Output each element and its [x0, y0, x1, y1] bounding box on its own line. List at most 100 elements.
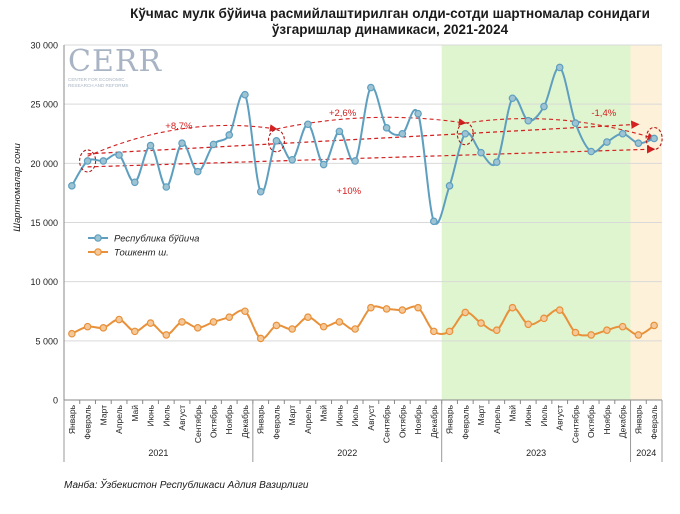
- data-point: [477, 148, 485, 157]
- data-point: [272, 321, 281, 330]
- annotation-label: +8,7%: [165, 121, 193, 132]
- legend-marker: [94, 248, 102, 256]
- x-tick-label: Февраль: [271, 404, 281, 439]
- x-tick-label: Сентябрь: [382, 404, 392, 443]
- annotation-arrow-0: [87, 124, 278, 157]
- data-point: [178, 318, 186, 326]
- x-tick-label: Октябрь: [397, 404, 407, 438]
- x-tick-label: Январь: [67, 404, 77, 434]
- data-point: [319, 322, 328, 331]
- y-axis-title: Шартномалар сони: [12, 143, 23, 232]
- data-point: [225, 313, 234, 321]
- data-point: [492, 326, 501, 334]
- data-point: [398, 129, 407, 138]
- data-point: [477, 319, 485, 327]
- data-point: [461, 129, 470, 138]
- data-point: [508, 303, 517, 312]
- x-tick-label: Июнь: [334, 404, 344, 426]
- logo-subtitle: Center for Economic Research and Reforms: [68, 77, 129, 88]
- circled-point: [79, 149, 97, 173]
- x-tick-label: Октябрь: [209, 404, 219, 438]
- data-point: [193, 167, 202, 176]
- y-tick-label: 25 000: [30, 100, 58, 110]
- circled-point: [456, 122, 474, 146]
- annotation-arrow-2: [465, 118, 656, 141]
- series-line-0: [71, 66, 655, 225]
- data-point: [115, 151, 123, 159]
- x-tick-label: Июль: [539, 404, 549, 426]
- data-point: [319, 160, 328, 169]
- data-point: [650, 134, 658, 143]
- data-point: [351, 157, 359, 165]
- data-point: [304, 313, 312, 321]
- data-point: [508, 94, 517, 103]
- data-point: [414, 303, 422, 312]
- data-point: [430, 327, 438, 336]
- trend-line-1: [87, 145, 656, 168]
- y-tick-label: 5 000: [35, 336, 58, 346]
- data-point: [398, 306, 407, 314]
- x-tick-label: Ноябрь: [224, 404, 234, 434]
- annotation-label: +10%: [337, 186, 362, 197]
- data-point: [209, 318, 218, 326]
- x-tick-label: Сентябрь: [570, 404, 580, 443]
- y-tick-label: 10 000: [30, 277, 58, 287]
- year-label: 2021: [148, 448, 168, 458]
- x-tick-label: Август: [366, 405, 376, 431]
- data-point: [367, 83, 375, 92]
- circled-point: [645, 126, 663, 151]
- data-point: [618, 322, 627, 331]
- data-point: [272, 137, 281, 145]
- data-point: [571, 119, 580, 127]
- x-tick-label: Ноябрь: [413, 404, 423, 434]
- x-tick-label: Январь: [256, 404, 266, 434]
- data-point: [335, 318, 344, 326]
- x-tick-label: Декабрь: [240, 404, 250, 438]
- data-point: [414, 109, 422, 118]
- data-point: [571, 328, 580, 337]
- x-tick-label: Декабрь: [618, 404, 628, 438]
- data-point: [367, 303, 375, 312]
- x-tick-label: Февраль: [83, 404, 93, 439]
- data-point: [634, 139, 643, 148]
- data-point: [193, 324, 202, 332]
- x-tick-label: Май: [319, 405, 329, 422]
- data-point: [131, 178, 139, 187]
- x-tick-label: Май: [508, 405, 518, 422]
- data-point: [524, 320, 533, 329]
- year-label: 2023: [526, 448, 546, 458]
- x-tick-label: Апрель: [492, 404, 502, 433]
- data-point: [256, 187, 265, 196]
- year-label: 2024: [636, 448, 656, 458]
- x-tick-label: Апрель: [114, 404, 124, 433]
- annotation-arrow-1: [276, 116, 467, 130]
- data-point: [241, 307, 249, 316]
- x-tick-label: Сентябрь: [193, 404, 203, 443]
- data-point: [382, 305, 391, 313]
- data-point: [650, 321, 658, 330]
- x-tick-label: Апрель: [303, 404, 313, 433]
- data-point: [555, 306, 564, 314]
- data-point: [162, 183, 171, 191]
- data-point: [351, 325, 359, 333]
- data-point: [131, 327, 139, 336]
- x-tick-label: Март: [476, 405, 486, 425]
- data-point: [68, 182, 76, 190]
- data-point: [146, 141, 155, 150]
- x-tick-label: Август: [555, 405, 565, 431]
- logo-name: CERR: [68, 44, 163, 79]
- x-tick-label: Октябрь: [586, 404, 596, 438]
- data-point: [178, 139, 186, 148]
- circled-point: [267, 129, 285, 153]
- legend-label: Республика бўйича: [114, 234, 199, 245]
- data-point: [618, 129, 627, 138]
- data-point: [382, 124, 391, 132]
- x-tick-label: Декабрь: [429, 404, 439, 438]
- data-point: [83, 322, 92, 331]
- data-point: [68, 329, 76, 338]
- data-point: [492, 158, 501, 166]
- data-point: [540, 102, 548, 111]
- data-point: [603, 326, 611, 334]
- data-point: [524, 116, 533, 125]
- y-tick-label: 30 000: [30, 41, 58, 51]
